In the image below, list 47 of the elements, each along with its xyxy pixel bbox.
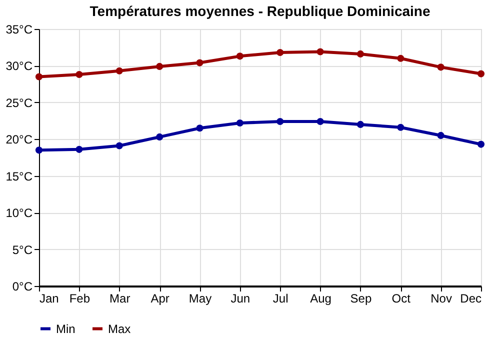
- point: [35, 73, 43, 80]
- x-tick-label: Jul: [272, 292, 288, 306]
- point: [276, 118, 284, 126]
- x-tick-label: May: [188, 292, 212, 306]
- point: [236, 52, 244, 60]
- point: [477, 70, 485, 78]
- point: [156, 62, 164, 70]
- point: [76, 70, 83, 78]
- x-tick-label: Dec: [460, 292, 482, 306]
- point: [116, 142, 123, 150]
- x-tick-label: Nov: [430, 292, 452, 306]
- y-tick-label: 15°C: [6, 169, 33, 184]
- point: [196, 59, 204, 66]
- point: [116, 67, 123, 74]
- point: [76, 146, 83, 153]
- point: [397, 124, 404, 131]
- x-tick-label: Feb: [69, 292, 90, 306]
- point: [196, 124, 204, 132]
- point: [437, 64, 444, 71]
- y-tick-label: 30°C: [6, 59, 33, 74]
- point: [477, 140, 485, 148]
- x-tick-label: Jan: [40, 292, 59, 306]
- point: [397, 54, 404, 62]
- x-tick-label: Aug: [310, 292, 332, 306]
- point: [35, 146, 43, 154]
- y-tick-label: 25°C: [6, 96, 33, 110]
- y-tick-label: 10°C: [6, 206, 33, 220]
- y-tick-label: 20°C: [6, 132, 33, 147]
- y-tick-label: 5°C: [12, 242, 33, 257]
- x-tick-label: Apr: [150, 292, 170, 306]
- chart-title: Températures moyennes - Republique Dominicaine: [90, 3, 430, 19]
- point: [316, 48, 324, 56]
- point: [276, 48, 284, 56]
- legend-label: Max: [108, 322, 131, 336]
- point: [236, 119, 244, 127]
- y-tick-label: 0°C: [12, 280, 33, 294]
- point: [156, 133, 164, 140]
- x-tick-label: Oct: [392, 292, 412, 306]
- point: [437, 132, 444, 139]
- point: [356, 120, 364, 128]
- x-tick-label: Jun: [230, 292, 250, 306]
- point: [356, 50, 364, 58]
- x-tick-label: Sep: [350, 292, 372, 306]
- point: [316, 118, 324, 126]
- legend-label: Min: [56, 322, 76, 336]
- x-tick-label: Mar: [110, 292, 130, 306]
- y-tick-label: 35°C: [6, 22, 33, 36]
